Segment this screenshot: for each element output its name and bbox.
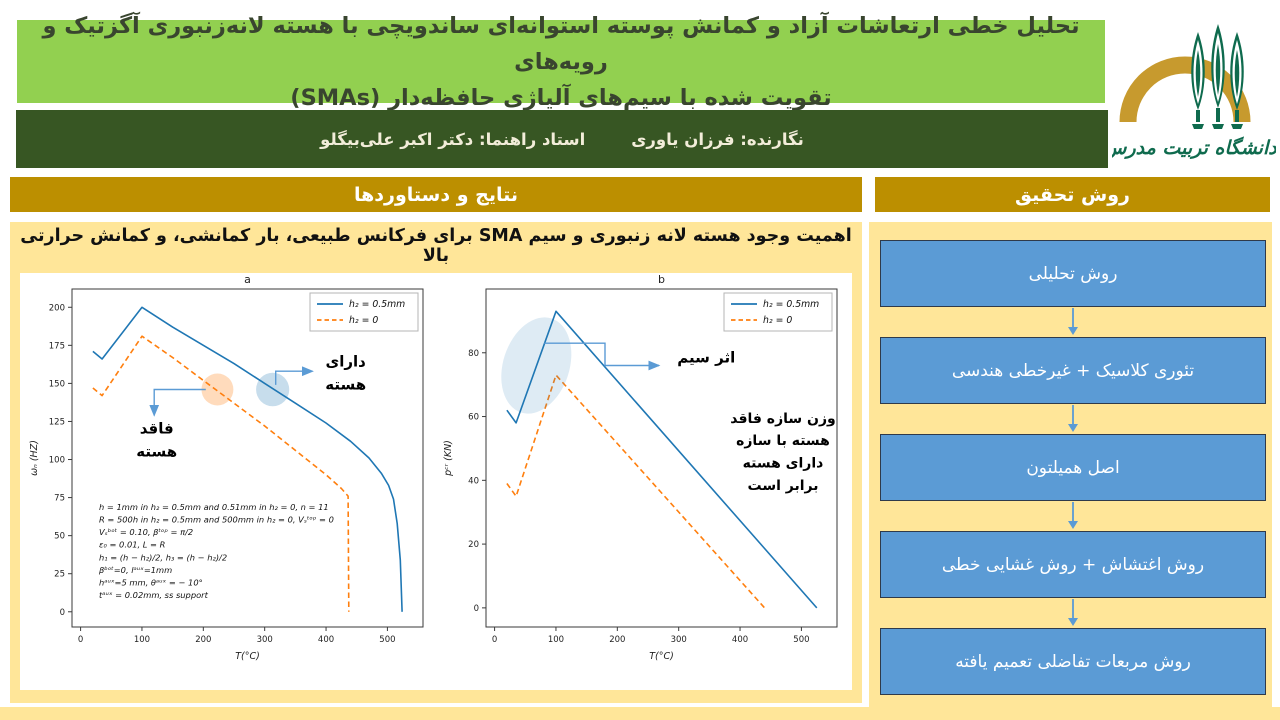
poster-title-line1: تحلیل خطی ارتعاشات آزاد و کمانش پوسته اس… — [42, 12, 1080, 75]
svg-text:hᵃᵘˣ=5 mm, θᵃᵘˣ = − 10°: hᵃᵘˣ=5 mm, θᵃᵘˣ = − 10° — [99, 578, 203, 588]
svg-text:175: 175 — [49, 341, 65, 351]
svg-text:500: 500 — [379, 635, 395, 645]
svg-text:ωₙ (HZ): ωₙ (HZ) — [29, 440, 40, 476]
svg-text:ε₀ = 0.01, L = R: ε₀ = 0.01, L = R — [99, 540, 165, 550]
method-step: روش تحلیلی — [880, 240, 1266, 307]
results-subtitle: اهمیت وجود هسته لانه زنبوری و سیم SMA بر… — [20, 226, 852, 266]
svg-text:60: 60 — [468, 413, 479, 423]
method-step: اصل همیلتون — [880, 434, 1266, 501]
flow-gap — [880, 307, 1266, 337]
svg-text:100: 100 — [49, 456, 65, 466]
svg-text:0: 0 — [78, 635, 83, 645]
svg-text:h₂ = 0.5mm: h₂ = 0.5mm — [349, 299, 405, 310]
svg-text:200: 200 — [49, 303, 65, 313]
down-arrow-icon — [1068, 405, 1078, 432]
svg-text:300: 300 — [257, 635, 273, 645]
svg-text:h₂ = 0: h₂ = 0 — [763, 315, 792, 326]
svg-text:h = 1mm in h₂ = 0.5mm and 0.51: h = 1mm in h₂ = 0.5mm and 0.51mm in h₂ =… — [99, 502, 329, 512]
svg-text:Vₛᵇᵒᵗ = 0.10, βᵗᵒᵖ = π/2: Vₛᵇᵒᵗ = 0.10, βᵗᵒᵖ = π/2 — [99, 527, 193, 537]
svg-text:20: 20 — [468, 540, 479, 550]
author-label: نگارنده: فرزان یاوری — [631, 129, 804, 149]
chart-b: b 0 100 200 300 400 500 0 20 40 60 80 T(°C) pᶜʳ (KN) ا… — [443, 275, 838, 662]
results-header: نتایج و دستاوردها — [10, 177, 862, 212]
svg-text:دارای هسته: دارای هسته — [743, 456, 824, 472]
flow-gap — [880, 501, 1266, 531]
svg-text:b: b — [658, 275, 665, 286]
svg-text:pᶜʳ (KN): pᶜʳ (KN) — [443, 440, 454, 477]
method-header: روش تحقیق — [875, 177, 1270, 212]
svg-text:300: 300 — [671, 635, 687, 645]
svg-text:400: 400 — [732, 635, 748, 645]
svg-text:tᵃᵘˣ = 0.02mm, ss support: tᵃᵘˣ = 0.02mm, ss support — [99, 590, 209, 600]
svg-text:h₂ = 0.5mm: h₂ = 0.5mm — [763, 299, 819, 310]
method-step: تئوری کلاسیک + غیرخطی هندسی — [880, 337, 1266, 404]
svg-text:دارای: دارای — [325, 353, 366, 371]
svg-text:125: 125 — [49, 417, 65, 427]
advisor-label: استاد راهنما: دکتر اکبر علی‌بیگلو — [320, 129, 586, 149]
svg-text:هسته: هسته — [136, 442, 177, 460]
authors-bar: نگارنده: فرزان یاوری استاد راهنما: دکتر … — [16, 110, 1108, 168]
svg-text:40: 40 — [468, 476, 479, 486]
svg-text:T(°C): T(°C) — [235, 651, 260, 662]
flow-gap — [880, 404, 1266, 434]
flow-gap — [880, 598, 1266, 628]
down-arrow-icon — [1068, 308, 1078, 335]
results-panel: اهمیت وجود هسته لانه زنبوری و سیم SMA بر… — [10, 222, 862, 703]
svg-text:h₂ = 0: h₂ = 0 — [349, 315, 378, 326]
method-flowchart: روش تحلیلی تئوری کلاسیک + غیرخطی هندسی اصل… — [869, 222, 1272, 714]
method-step: روش مربعات تفاضلی تعمیم یافته — [880, 628, 1266, 695]
charts-area: a 0 100 200 300 400 500 0 25 50 75 100 125 150 175 200 T… — [20, 273, 852, 690]
svg-text:75: 75 — [54, 494, 65, 504]
svg-text:βᵇᵒᵗ=0, lᵃᵘˣ=1mm: βᵇᵒᵗ=0, lᵃᵘˣ=1mm — [98, 565, 172, 575]
svg-text:هسته: هسته — [325, 375, 366, 393]
svg-text:برابر است: برابر است — [748, 478, 819, 494]
logo-caption: دانشگاه تربیت مدرس — [1112, 136, 1276, 159]
svg-text:0: 0 — [492, 635, 497, 645]
svg-text:50: 50 — [54, 532, 65, 542]
svg-text:400: 400 — [318, 635, 334, 645]
svg-text:اثر سیم: اثر سیم — [677, 348, 735, 366]
svg-text:150: 150 — [49, 379, 65, 389]
logo-trees — [1191, 24, 1244, 129]
svg-text:وزن سازه فاقد: وزن سازه فاقد — [730, 411, 836, 427]
poster-title: تحلیل خطی ارتعاشات آزاد و کمانش پوسته اس… — [17, 13, 1105, 111]
university-logo: دانشگاه تربیت مدرس — [1108, 0, 1280, 172]
svg-text:200: 200 — [609, 635, 625, 645]
university-logo-icon: دانشگاه تربیت مدرس — [1112, 24, 1276, 159]
down-arrow-icon — [1068, 502, 1078, 529]
svg-text:a: a — [244, 275, 251, 286]
svg-text:200: 200 — [195, 635, 211, 645]
svg-text:0: 0 — [474, 604, 479, 614]
svg-text:80: 80 — [468, 349, 479, 359]
down-arrow-icon — [1068, 599, 1078, 626]
svg-text:0: 0 — [60, 608, 65, 618]
svg-text:h₁ = (h − h₂)/2, h₃ = (h − h₂): h₁ = (h − h₂)/2, h₃ = (h − h₂)/2 — [99, 552, 227, 562]
svg-text:100: 100 — [548, 635, 564, 645]
method-step: روش اغتشاش + روش غشایی خطی — [880, 531, 1266, 598]
svg-text:25: 25 — [54, 570, 65, 580]
svg-text:T(°C): T(°C) — [649, 651, 674, 662]
poster-title-line2: تقویت شده با سیم‌های آلیاژی حافظه‌دار (S… — [290, 84, 832, 111]
bottom-strip — [0, 707, 1280, 720]
chart-a: a 0 100 200 300 400 500 0 25 50 75 100 125 150 175 200 T… — [29, 275, 424, 662]
svg-text:فاقد: فاقد — [140, 420, 174, 438]
logo-arch — [1119, 56, 1251, 123]
svg-text:500: 500 — [793, 635, 809, 645]
svg-text:R = 500h in h₂ = 0.5mm and 500: R = 500h in h₂ = 0.5mm and 500mm in h₂ =… — [99, 514, 334, 524]
svg-text:هسته با سازه: هسته با سازه — [736, 433, 830, 449]
svg-text:100: 100 — [134, 635, 150, 645]
